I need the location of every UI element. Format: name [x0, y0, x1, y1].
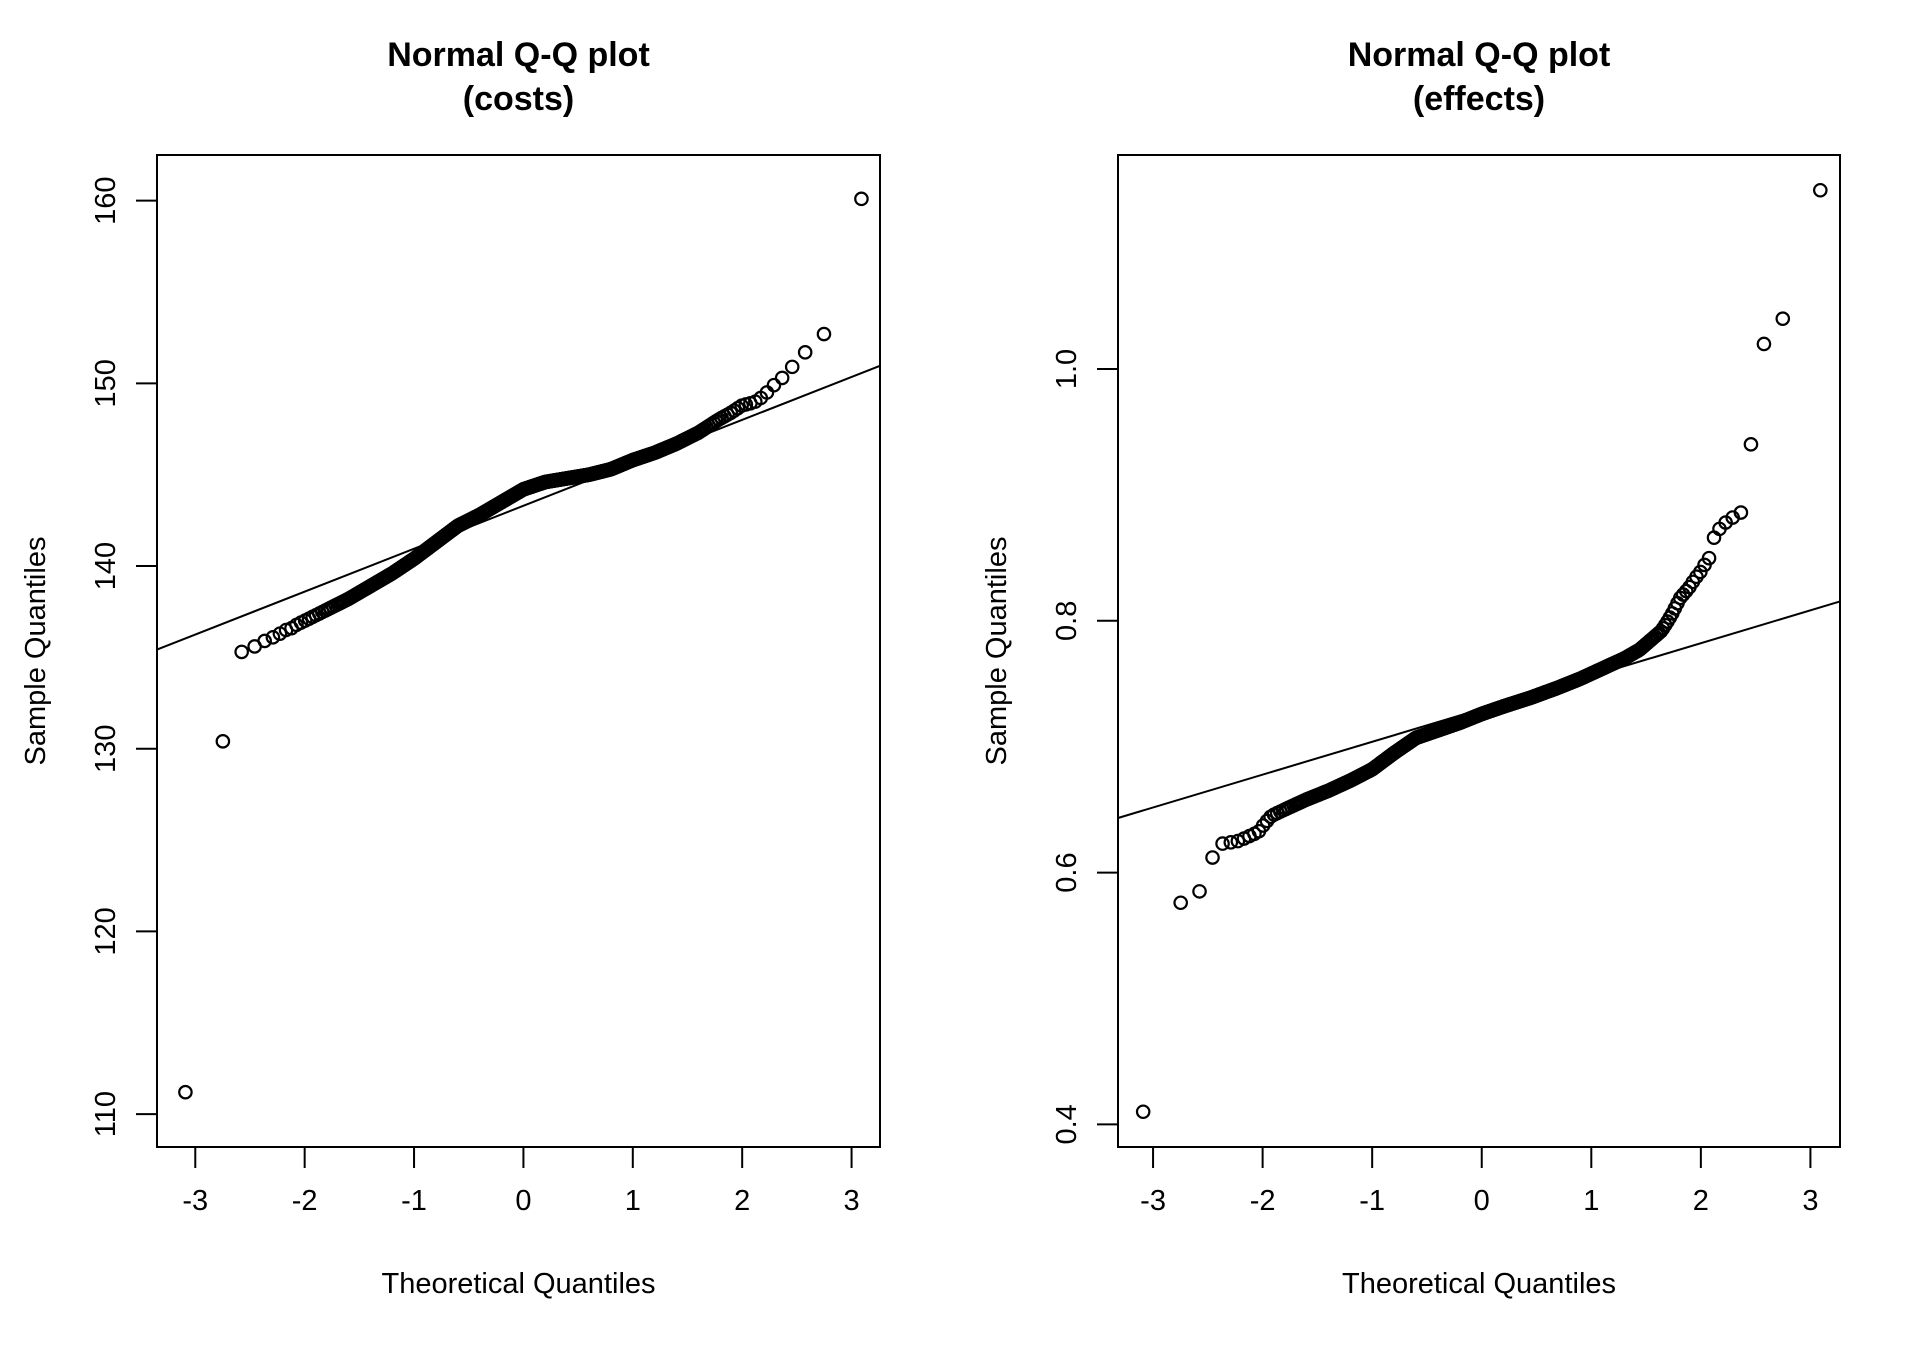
x-tick-label: -1 — [1359, 1185, 1385, 1217]
x-tick-label: -3 — [1140, 1185, 1166, 1217]
y-tick-label: 0.4 — [1051, 1104, 1083, 1144]
x-tick-label: -2 — [292, 1185, 318, 1217]
y-tick-label: 160 — [90, 176, 122, 224]
data-point — [265, 630, 281, 645]
data-point — [1223, 835, 1239, 850]
data-point — [797, 345, 813, 360]
plot-box — [1117, 154, 1841, 1148]
x-tick-label: -2 — [1250, 1185, 1276, 1217]
data-point — [766, 377, 782, 393]
panel-costs: Normal Q-Q plot (costs) -3 -2 -1 0 1 2 3 Theoreti… — [20, 36, 881, 1300]
data-point — [1173, 895, 1188, 911]
data-point — [1701, 550, 1717, 566]
y-tick-label: 0.6 — [1051, 852, 1083, 892]
panel-effects: Normal Q-Q plot (effects) -3 -2 -1 0 1 2 3 Theore… — [981, 36, 1841, 1300]
x-tick-label: 0 — [1474, 1185, 1490, 1217]
panel-subtitle: (effects) — [1413, 80, 1545, 118]
y-tick-label: 140 — [90, 542, 122, 590]
y-tick-label: 120 — [90, 907, 122, 955]
plot-box — [156, 154, 881, 1148]
data-point — [234, 644, 249, 660]
x-tick-label: -3 — [182, 1185, 208, 1217]
data-point — [178, 1084, 193, 1100]
y-tick-label: 0.8 — [1051, 601, 1083, 641]
data-point — [816, 326, 832, 342]
data-point — [1775, 311, 1791, 326]
data-point — [1215, 836, 1230, 851]
y-tick-label: 130 — [90, 725, 122, 773]
x-axis-title: Theoretical Quantiles — [1342, 1268, 1616, 1300]
y-axis: 0.4 0.6 0.8 1.0 Sample Quantiles — [981, 349, 1118, 1145]
x-tick-label: 3 — [843, 1185, 859, 1217]
y-tick-label: 110 — [90, 1091, 122, 1137]
data-point — [1733, 505, 1749, 520]
panel-title: Normal Q-Q plot — [1348, 36, 1611, 74]
x-axis: -3 -2 -1 0 1 2 3 Theoretical Quantiles — [182, 1147, 860, 1300]
data-points — [178, 191, 869, 1100]
data-point — [1135, 1104, 1151, 1120]
x-tick-label: 1 — [625, 1185, 641, 1217]
qq-reference-line — [156, 364, 881, 651]
x-tick-label: 2 — [1693, 1185, 1709, 1217]
qq-reference-line — [1117, 600, 1841, 819]
x-axis: -3 -2 -1 0 1 2 3 Theoretical Quantiles — [1140, 1147, 1818, 1300]
data-point — [1813, 182, 1828, 198]
data-point — [854, 191, 869, 207]
x-axis-title: Theoretical Quantiles — [381, 1268, 655, 1300]
data-point — [774, 370, 790, 386]
data-points — [1135, 182, 1828, 1120]
y-tick-label: 150 — [90, 359, 122, 407]
data-point — [257, 633, 272, 649]
x-tick-label: 1 — [1583, 1185, 1599, 1217]
data-point — [1743, 437, 1759, 452]
x-tick-label: -1 — [401, 1185, 427, 1217]
y-axis: 110 120 130 140 150 160 Sample Quantiles — [20, 176, 157, 1137]
data-point — [1756, 336, 1772, 352]
data-point — [1205, 850, 1220, 865]
data-point — [1192, 884, 1207, 899]
panel-subtitle: (costs) — [463, 80, 574, 118]
y-tick-label: 1.0 — [1051, 349, 1083, 389]
data-point — [784, 359, 800, 375]
x-tick-label: 3 — [1802, 1185, 1818, 1217]
x-tick-label: 2 — [734, 1185, 750, 1217]
y-axis-title: Sample Quantiles — [981, 537, 1013, 766]
panel-title: Normal Q-Q plot — [387, 36, 650, 74]
data-point — [215, 734, 231, 749]
y-axis-title: Sample Quantiles — [20, 537, 52, 766]
x-tick-label: 0 — [515, 1185, 531, 1217]
